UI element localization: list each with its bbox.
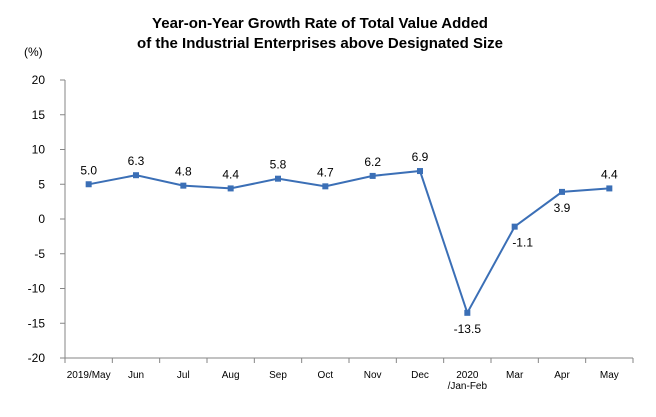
data-point — [559, 188, 565, 195]
data-label: 4.4 — [601, 167, 618, 181]
data-point — [275, 175, 281, 182]
data-label: 5.8 — [270, 158, 287, 172]
y-tick-label: 15 — [32, 108, 46, 122]
chart-title-line-1: Year-on-Year Growth Rate of Total Value … — [152, 15, 488, 32]
x-tick-label: Aug — [222, 370, 240, 381]
data-point — [227, 185, 234, 192]
x-tick-label: Nov — [364, 370, 382, 381]
x-tick-label: Sep — [269, 370, 287, 381]
y-tick-label: -10 — [28, 282, 46, 296]
data-point — [417, 168, 423, 175]
y-unit-label: (%) — [24, 45, 43, 59]
data-point — [133, 172, 139, 179]
x-tick-label: May — [600, 370, 619, 381]
x-tick-label: 2020 — [456, 370, 479, 381]
y-tick-label: -20 — [28, 351, 46, 365]
data-point — [511, 223, 518, 230]
data-point — [606, 185, 613, 192]
data-point — [322, 183, 329, 190]
x-tick-label: Dec — [411, 370, 429, 381]
x-tick-label: /Jan-Feb — [448, 381, 488, 392]
y-tick-label: 0 — [38, 212, 45, 226]
data-label: 3.9 — [554, 201, 571, 215]
x-tick-label: 2019/May — [67, 370, 111, 381]
x-tick-label: Mar — [506, 370, 524, 381]
y-tick-label: -15 — [28, 316, 46, 330]
data-label: 6.3 — [128, 154, 145, 168]
y-tick-label: 20 — [32, 73, 46, 87]
data-label: 4.7 — [317, 165, 334, 179]
data-label: -1.1 — [512, 236, 533, 250]
data-label: 6.9 — [412, 150, 429, 164]
data-label: -13.5 — [454, 322, 482, 336]
x-tick-label: Oct — [318, 370, 334, 381]
x-tick-label: Jul — [177, 370, 190, 381]
data-point — [85, 181, 92, 188]
data-label: 6.2 — [364, 155, 381, 169]
data-label: 5.0 — [80, 163, 97, 177]
data-point — [180, 182, 187, 189]
data-label: 4.8 — [175, 165, 192, 179]
y-tick-label: 5 — [38, 177, 45, 191]
data-label: 4.4 — [222, 167, 239, 181]
x-tick-label: Jun — [128, 370, 144, 381]
series-line — [88, 169, 610, 316]
data-point — [369, 172, 376, 179]
data-point — [464, 309, 471, 316]
chart-title-line-2: of the Industrial Enterprises above Desi… — [137, 35, 503, 52]
x-tick-label: Apr — [554, 370, 570, 381]
y-tick-label: 10 — [32, 143, 46, 157]
y-tick-label: -5 — [34, 247, 45, 261]
